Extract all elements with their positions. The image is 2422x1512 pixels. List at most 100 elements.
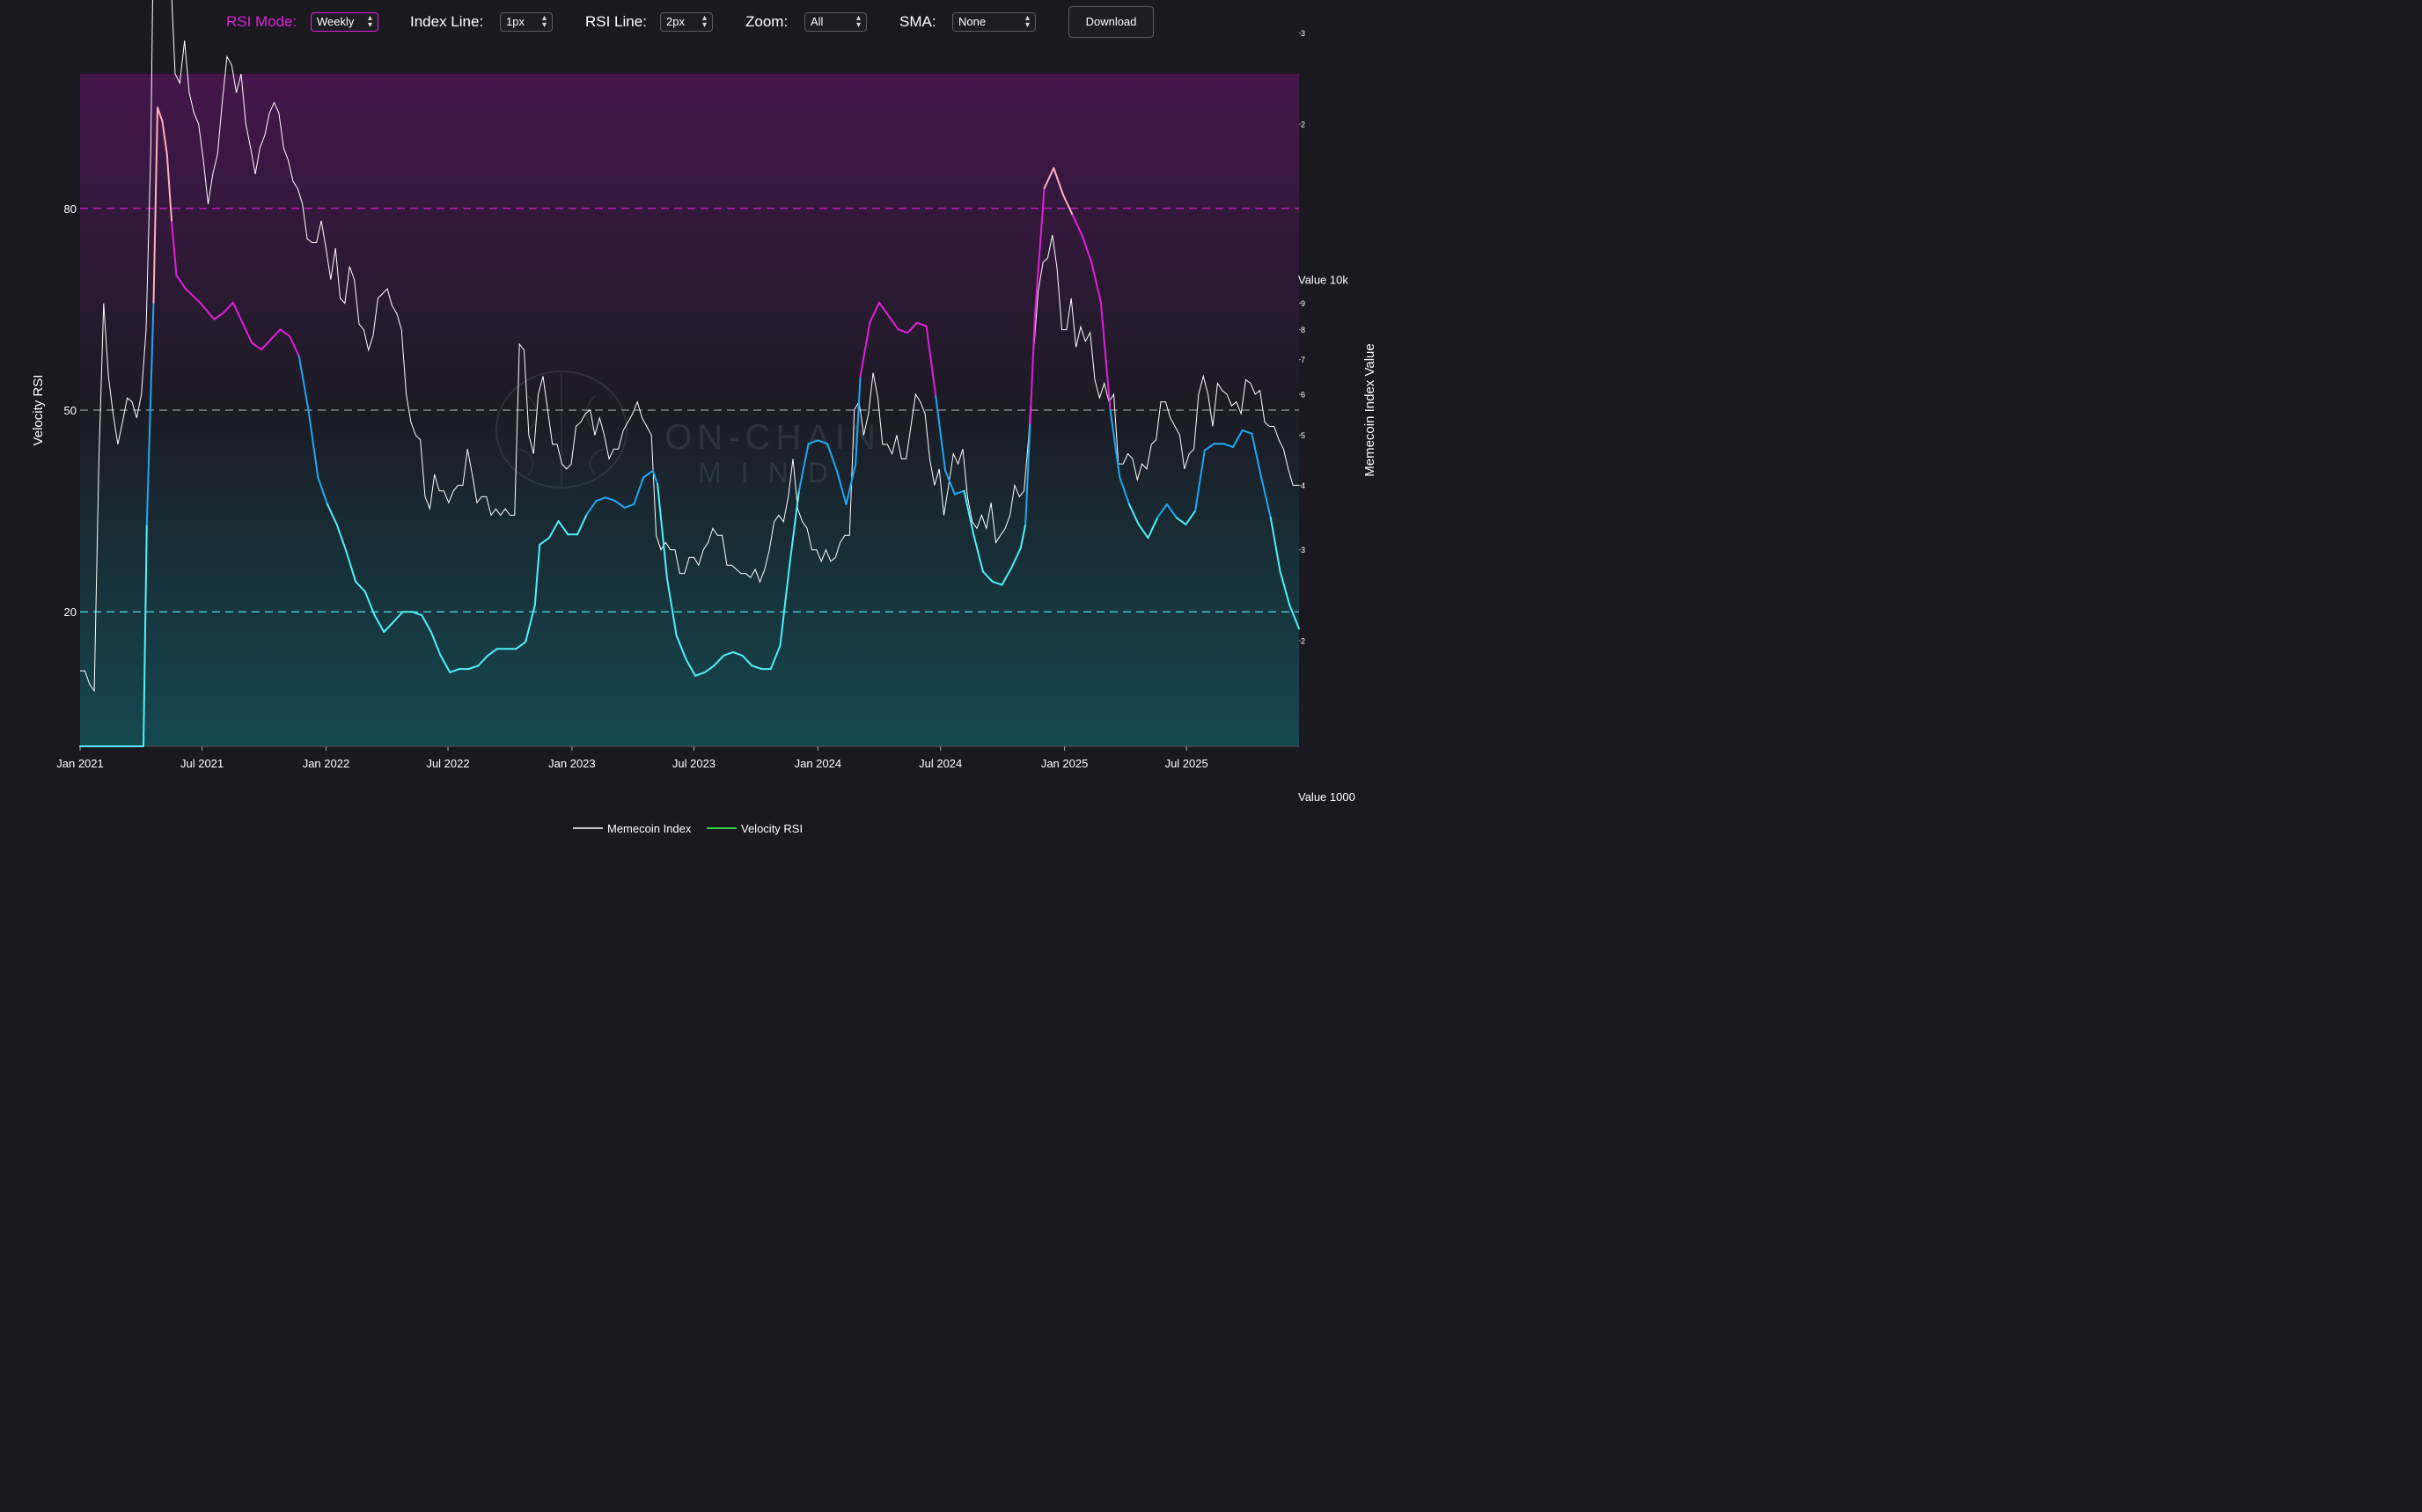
rsi-segment: [963, 489, 975, 536]
rsi-segment: [953, 489, 965, 495]
rsi-segment: [157, 106, 164, 122]
index-line-label: Index Line:: [410, 13, 484, 30]
rsi-mode-value: Weekly: [317, 15, 355, 28]
rsi-segment: [213, 312, 225, 320]
velocity-rsi-chart: ON-CHAIN MIND Jan 2021 Jul 2021 Jan 2022 Ju…: [31, 0, 1377, 835]
y-axis-label: Velocity RSI: [31, 375, 46, 446]
rsi-segment: [1222, 443, 1234, 448]
rsi-segment: [859, 321, 871, 378]
y2-major-tick-label: Value 1000: [1298, 790, 1355, 804]
rsi-segment: [1203, 443, 1215, 451]
index-line-select[interactable]: 1px ▴ ▾: [500, 12, 553, 32]
y2-minor-tick-label: 2: [1301, 120, 1305, 128]
legend-label-index[interactable]: Memecoin Index: [607, 822, 692, 835]
rsi-segment: [915, 321, 928, 327]
memecoin-index-line: [80, 0, 1299, 693]
rsi-segment: [1029, 315, 1036, 425]
index-line-value: 1px: [506, 15, 525, 28]
y2-minor-tick-label: 2: [1301, 637, 1305, 646]
y2-minor-tick-label: 3: [1301, 546, 1305, 554]
sma-select[interactable]: None ▴ ▾: [952, 12, 1036, 32]
rsi-segment: [547, 520, 560, 539]
rsi-segment: [585, 500, 598, 516]
rsi-segment: [703, 664, 716, 673]
rsi-segment: [1099, 301, 1112, 411]
rsi-mode-select[interactable]: Weekly ▴ ▾: [311, 12, 378, 32]
x-tick-label: Jul 2022: [426, 757, 469, 770]
rsi-segment: [373, 614, 385, 634]
rsi-segment: [1090, 261, 1102, 304]
y-tick-label: 80: [64, 202, 77, 216]
rsi-segment: [297, 355, 310, 411]
rsi-segment: [991, 580, 1003, 586]
rsi-segment: [855, 375, 862, 466]
rsi-segment: [175, 275, 187, 290]
rsi-segment: [261, 338, 272, 351]
rsi-segment: [307, 409, 319, 479]
download-button[interactable]: Download: [1068, 6, 1154, 38]
select-caret-icon: ▴ ▾: [855, 13, 861, 30]
rsi-line-select[interactable]: 2px ▴ ▾: [660, 12, 713, 32]
y2-minor-tick-label: 8: [1301, 326, 1305, 334]
rsi-segment: [878, 301, 890, 317]
y2-major-tick-label: Value 10k: [1298, 274, 1348, 287]
x-tick-label: Jan 2021: [56, 757, 104, 770]
rsi-segment: [789, 489, 800, 566]
select-caret-icon: ▴ ▾: [367, 13, 372, 30]
rsi-segment: [487, 648, 498, 657]
rsi-segment: [1043, 167, 1055, 189]
rsi-segment: [241, 321, 253, 344]
rsi-segment: [576, 513, 588, 536]
y-tick-label: 50: [64, 404, 77, 417]
rsi-line-label: RSI Line:: [585, 13, 647, 30]
rsi-segment: [826, 443, 838, 472]
rsi-segment: [335, 523, 348, 553]
rsi-segment: [1010, 547, 1022, 569]
rsi-segment: [327, 503, 338, 525]
rsi-segment: [713, 654, 725, 667]
rsi-segment: [269, 328, 282, 341]
rsi-segment: [1019, 523, 1027, 549]
rsi-segment: [944, 469, 956, 495]
rsi-segment: [633, 476, 645, 505]
zoom-select[interactable]: All ▴ ▾: [804, 12, 867, 32]
rsi-segment: [835, 469, 848, 505]
rsi-segment: [145, 301, 155, 525]
velocity-rsi-line: [79, 106, 1300, 747]
rsi-segment: [525, 604, 536, 643]
rsi-segment: [1232, 429, 1244, 448]
rsi-segment: [1288, 604, 1300, 630]
rsi-segment: [279, 328, 291, 337]
rsi-segment: [613, 500, 626, 509]
rsi-segment: [231, 301, 244, 324]
select-caret-icon: ▴ ▾: [541, 13, 547, 30]
rsi-segment: [657, 483, 668, 579]
y-tick-label: 20: [64, 606, 77, 619]
rsi-segment: [467, 664, 480, 671]
rsi-segment: [623, 503, 635, 509]
rsi-segment: [1165, 503, 1178, 519]
rsi-segment: [223, 301, 234, 314]
rsi-segment: [1269, 517, 1281, 573]
rsi-segment: [515, 641, 527, 650]
rsi-segment: [289, 335, 300, 357]
legend-label-rsi[interactable]: Velocity RSI: [741, 822, 803, 835]
rsi-segment: [675, 634, 687, 660]
rsi-segment: [383, 620, 394, 634]
rsi-segment: [393, 611, 404, 623]
rsi-segment: [449, 668, 460, 673]
rsi-segment: [171, 221, 178, 277]
rsi-segment: [317, 476, 328, 505]
rsi-segment: [751, 664, 762, 671]
y2-minor-tick-label: 4: [1301, 481, 1305, 490]
brain-logo-icon: [495, 371, 628, 488]
rsi-segment: [779, 563, 791, 647]
rsi-segment: [1128, 503, 1140, 525]
rsi-segment: [539, 537, 550, 546]
rsi-segment: [723, 651, 734, 657]
y2-minor-tick-label: 7: [1301, 356, 1305, 364]
rsi-segment: [199, 301, 216, 320]
rsi-segment: [925, 325, 937, 398]
zoom-label: Zoom:: [745, 13, 789, 30]
rsi-segment: [429, 631, 442, 657]
